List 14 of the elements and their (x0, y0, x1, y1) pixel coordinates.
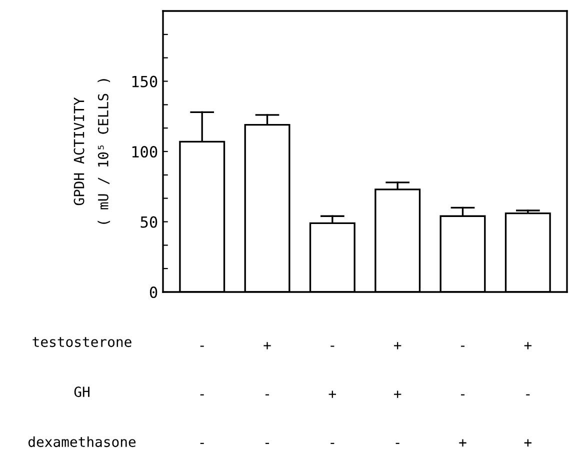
y-tick-label: 100 (132, 146, 158, 158)
category-label: - - - (200, 346, 204, 444)
category-label: - - + (459, 346, 466, 446)
category-label: + - - (264, 342, 271, 444)
category-label: - + - (328, 346, 336, 444)
y-axis-title: GPDH ACTIVITY ( mU / 10⁵ CELLS ) (74, 79, 110, 224)
category-label: + + - (394, 342, 402, 444)
y-tick-label: 50 (140, 216, 158, 228)
category-label: + - + (524, 342, 532, 446)
text: dexamethasone (28, 436, 136, 448)
y-tick-label: 0 (150, 286, 158, 298)
y-tick-label: 150 (132, 76, 158, 88)
text: GH (74, 386, 90, 398)
text: testosterone (32, 337, 132, 348)
